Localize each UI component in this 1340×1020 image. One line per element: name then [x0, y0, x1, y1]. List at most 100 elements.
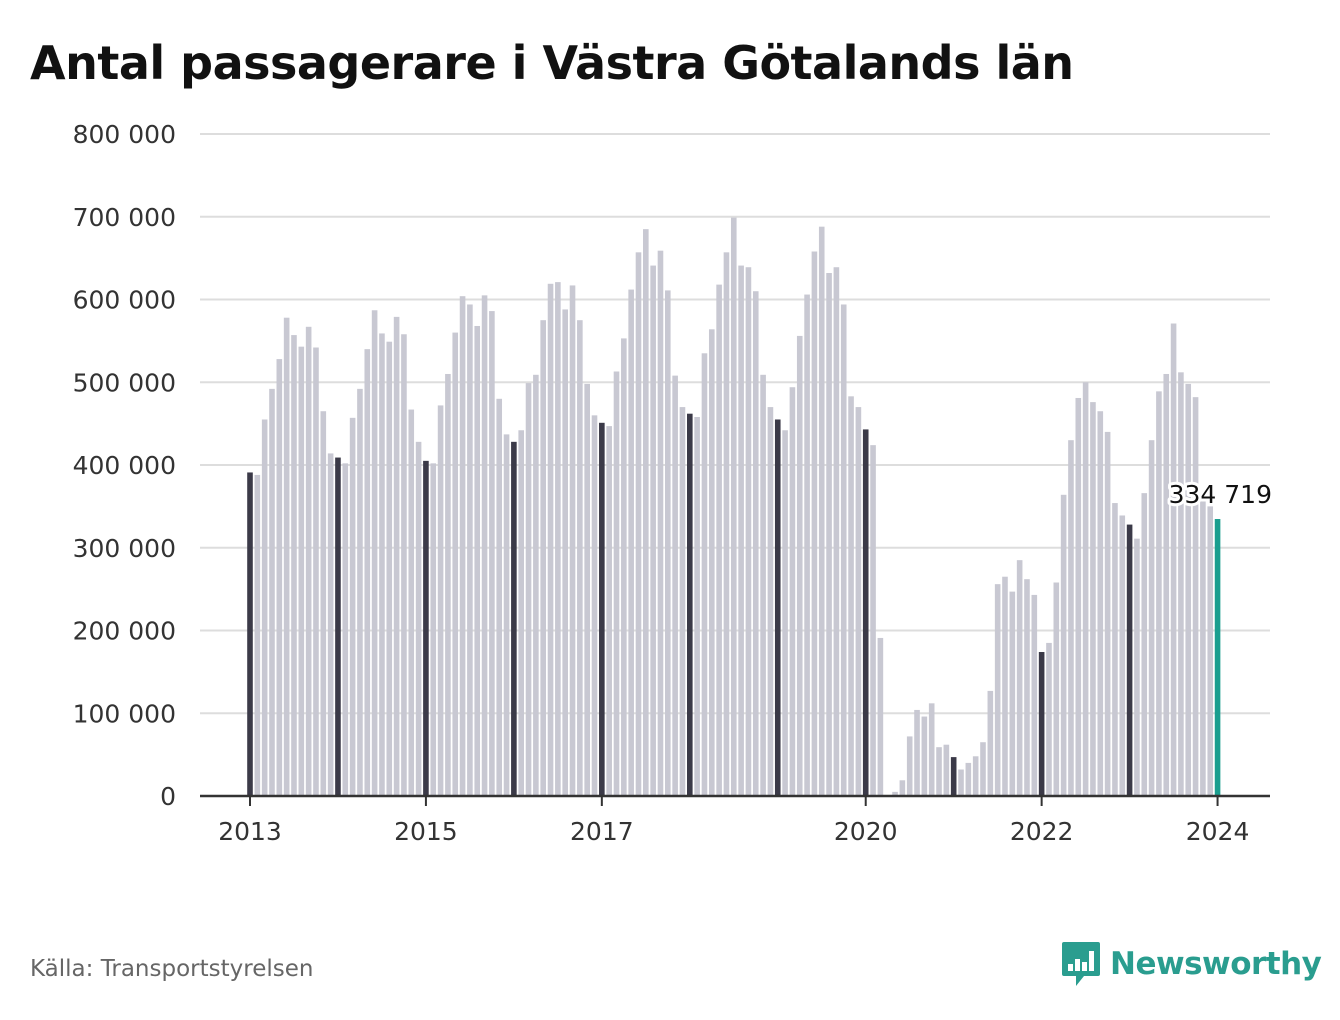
- bar: [657, 250, 664, 796]
- bar: [906, 736, 913, 796]
- bar: [371, 310, 378, 796]
- bar: [643, 229, 649, 796]
- bar: [261, 419, 268, 796]
- bar: [1214, 519, 1221, 796]
- bar: [855, 407, 862, 796]
- bar: [577, 320, 583, 796]
- y-tick-label: 400 000: [73, 451, 176, 480]
- bar: [1112, 503, 1118, 796]
- bar: [921, 716, 928, 796]
- bar: [1038, 652, 1045, 796]
- x-axis-ticks: 2013 2015 2017 2020 2022 2024: [218, 796, 1249, 846]
- bar: [247, 472, 253, 796]
- last-value-label: 334 719: [1169, 480, 1272, 509]
- bar: [320, 411, 327, 796]
- bar: [965, 762, 972, 796]
- x-tick-label: 2017: [570, 817, 634, 846]
- bar: [445, 373, 451, 796]
- bar: [342, 463, 349, 796]
- bar: [840, 304, 847, 796]
- bar: [716, 284, 722, 796]
- bar: [1192, 397, 1199, 796]
- bar: [1024, 579, 1030, 796]
- bar: [1185, 383, 1192, 796]
- bar: [826, 273, 832, 796]
- bar: [613, 371, 620, 796]
- bar: [672, 375, 678, 796]
- bar: [415, 441, 422, 796]
- bar: [313, 347, 319, 796]
- y-tick-label: 700 000: [73, 203, 176, 232]
- bar: [848, 396, 854, 796]
- bar: [467, 304, 473, 796]
- bar: [738, 265, 744, 796]
- bar: [1075, 397, 1082, 796]
- bar: [1126, 524, 1133, 796]
- bar: [547, 283, 554, 796]
- bar: [723, 252, 730, 796]
- bar: [584, 383, 590, 796]
- bar: [994, 584, 1001, 796]
- y-axis-ticks: 0 100 000 200 000 300 000 400 000 500 000 600 …: [73, 120, 176, 811]
- annotations: 334 719: [1166, 477, 1275, 512]
- bar: [393, 316, 400, 796]
- bar: [958, 769, 964, 796]
- bar: [1053, 582, 1060, 796]
- bar: [1148, 440, 1155, 796]
- bar: [914, 709, 920, 796]
- bar: [782, 430, 788, 796]
- bar: [423, 460, 429, 796]
- x-tick-label: 2013: [218, 817, 282, 846]
- bar: [818, 226, 825, 796]
- y-tick-label: 600 000: [73, 286, 176, 315]
- bar: [862, 429, 869, 796]
- bar: [525, 383, 532, 796]
- bar: [972, 756, 979, 796]
- bar: [774, 419, 781, 796]
- bar: [1090, 402, 1096, 796]
- bar: [540, 320, 546, 796]
- bar: [1156, 391, 1162, 796]
- bar: [357, 388, 363, 796]
- bar: [283, 317, 290, 796]
- bar: [870, 445, 876, 796]
- bar: [928, 703, 935, 796]
- bar: [701, 353, 708, 796]
- y-tick-label: 100 000: [73, 699, 176, 728]
- bar: [789, 387, 796, 796]
- bar: [254, 474, 261, 796]
- bar: [511, 441, 517, 796]
- bar: [562, 309, 568, 796]
- bar: [1141, 493, 1148, 796]
- bar: [474, 325, 481, 796]
- bar: [950, 757, 957, 796]
- bar: [518, 430, 525, 796]
- bar: [1134, 538, 1140, 796]
- x-tick-label: 2020: [834, 817, 898, 846]
- newsworthy-logo[interactable]: Newsworthy: [1060, 940, 1322, 988]
- bar: [621, 338, 627, 796]
- bar: [1082, 382, 1089, 796]
- newsworthy-logo-text: Newsworthy: [1110, 946, 1322, 982]
- bar: [1163, 373, 1170, 796]
- bar: [679, 407, 686, 796]
- bar: [892, 791, 898, 796]
- bar: [730, 217, 737, 796]
- bar: [804, 294, 810, 796]
- x-tick-label: 2024: [1186, 817, 1250, 846]
- bar: [760, 374, 766, 796]
- bar: [503, 434, 510, 796]
- bar: [1016, 560, 1023, 796]
- bar: [1060, 494, 1067, 796]
- bar-chart: 0 100 000 200 000 300 000 400 000 500 000 600 …: [72, 120, 1275, 846]
- bar: [936, 747, 942, 796]
- y-tick-label: 300 000: [73, 534, 176, 563]
- bar: [276, 359, 283, 796]
- bar: [1104, 431, 1111, 796]
- bars: [247, 217, 1221, 797]
- bar: [1097, 411, 1104, 796]
- bar: [452, 332, 459, 796]
- source-note: Källa: Transportstyrelsen: [30, 956, 314, 982]
- bar: [1200, 498, 1206, 796]
- bar: [364, 349, 371, 796]
